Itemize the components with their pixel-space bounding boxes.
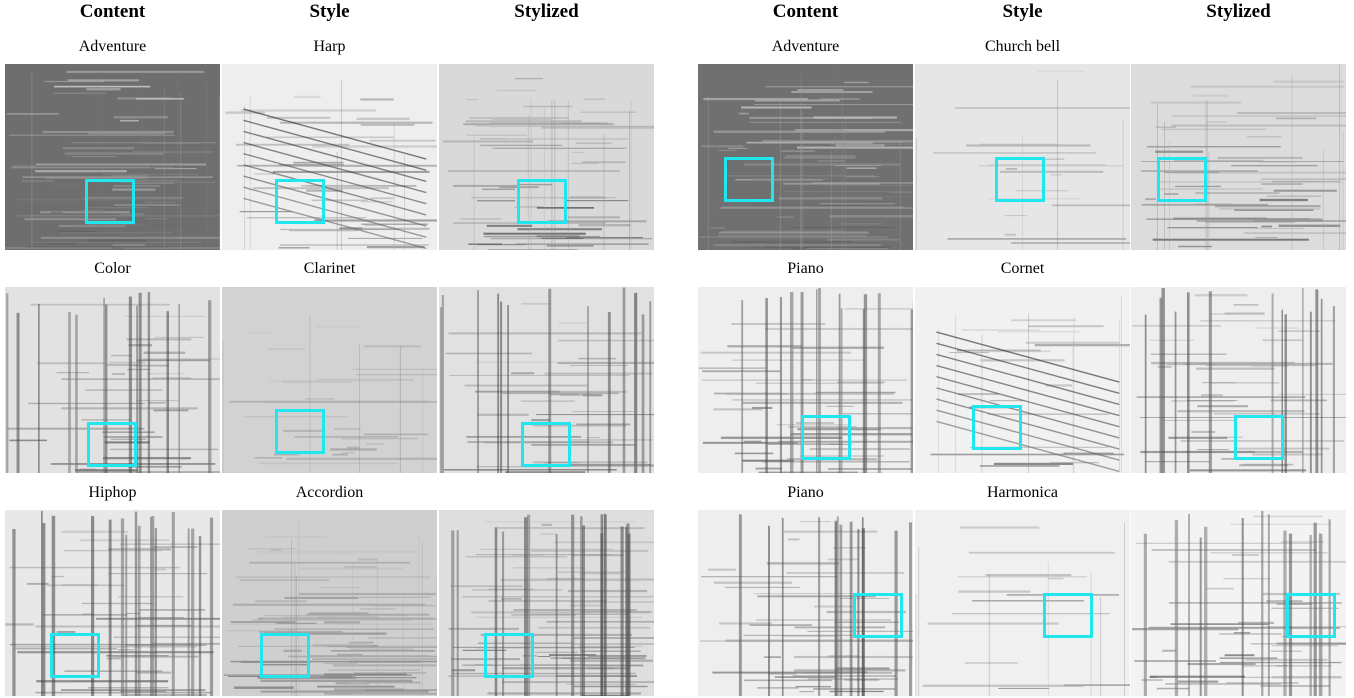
header-style-left: Style: [309, 1, 350, 22]
right-row2-content-spectrogram: [698, 287, 913, 473]
right-row3-stylized-spectrogram: [1131, 510, 1346, 696]
right-row3-content-label: Piano: [787, 484, 824, 501]
left-row1-content-label: Adventure: [78, 38, 147, 55]
header-stylized-right: Stylized: [1206, 1, 1271, 22]
left-row3-content-spectrogram: [5, 510, 220, 696]
header-style-right: Style: [1002, 1, 1043, 22]
left-row2-stylized-highlight-box: [521, 422, 571, 467]
right-row3-style-highlight-box: [1043, 593, 1093, 638]
right-row3-style-label: Harmonica: [986, 484, 1059, 501]
left-row2-content-spectrogram: [5, 287, 220, 473]
left-row2-stylized-spectrogram: [439, 287, 654, 473]
left-row2-style-highlight-box: [275, 409, 325, 454]
left-row1-content-spectrogram: [5, 64, 220, 250]
right-row1-style-highlight-box: [995, 157, 1045, 202]
right-row2-style-highlight-box: [972, 405, 1022, 450]
left-row3-style-highlight-box: [260, 633, 310, 678]
right-row1-content-label: Adventure: [771, 38, 840, 55]
left-row1-stylized-highlight-box: [517, 179, 567, 224]
right-row3-content-highlight-box: [853, 593, 903, 638]
left-row1-style-highlight-box: [275, 179, 325, 224]
right-row3-stylized-highlight-box: [1286, 593, 1336, 638]
right-row1-style-label: Church bell: [984, 38, 1061, 55]
right-row2-content-label: Piano: [787, 260, 824, 277]
right-row3-style-spectrogram: [915, 510, 1130, 696]
left-row3-content-label: Hiphop: [88, 484, 137, 501]
header-content-left: Content: [79, 1, 146, 22]
left-row3-content-highlight-box: [50, 633, 100, 678]
right-row2-style-spectrogram: [915, 287, 1130, 473]
left-row3-stylized-highlight-box: [484, 633, 534, 678]
left-row2-content-highlight-box: [87, 422, 137, 467]
left-row3-style-spectrogram: [222, 510, 437, 696]
left-row2-style-spectrogram: [222, 287, 437, 473]
left-row1-stylized-spectrogram: [439, 64, 654, 250]
right-row2-style-label: Cornet: [1000, 260, 1045, 277]
left-row2-content-label: Color: [94, 260, 131, 277]
left-row3-stylized-spectrogram: [439, 510, 654, 696]
right-row2-content-highlight-box: [801, 415, 851, 460]
left-row3-style-label: Accordion: [295, 484, 364, 501]
left-row1-style-label: Harp: [313, 38, 346, 55]
right-row1-stylized-highlight-box: [1157, 157, 1207, 202]
left-row2-style-label: Clarinet: [303, 260, 356, 277]
header-content-right: Content: [772, 1, 839, 22]
header-stylized-left: Stylized: [514, 1, 579, 22]
left-row1-style-spectrogram: [222, 64, 437, 250]
right-row1-content-highlight-box: [724, 157, 774, 202]
right-row2-stylized-spectrogram: [1131, 287, 1346, 473]
right-row3-content-spectrogram: [698, 510, 913, 696]
left-row1-content-highlight-box: [85, 179, 135, 224]
right-row2-stylized-highlight-box: [1234, 415, 1284, 460]
